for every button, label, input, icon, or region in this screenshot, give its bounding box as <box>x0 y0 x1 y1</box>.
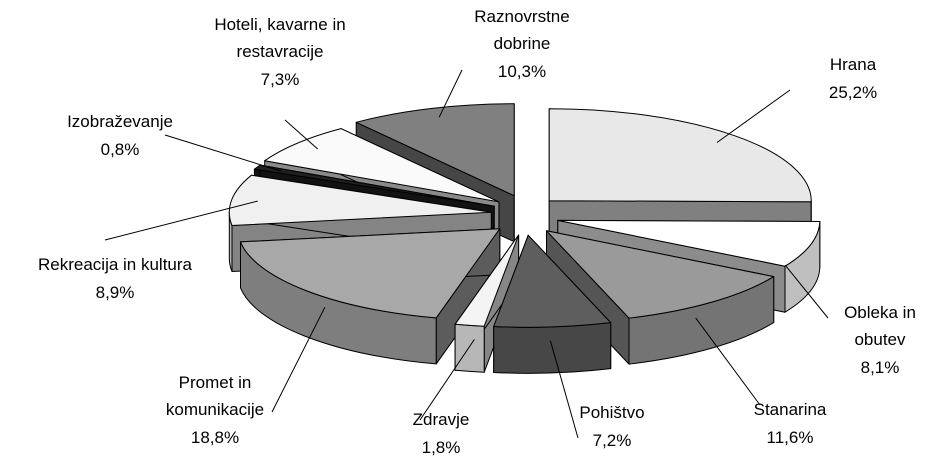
pie-slice <box>454 234 520 373</box>
label-line: Pohištvo <box>579 403 644 422</box>
category-label: Raznovrstne dobrine <box>474 7 569 53</box>
leader-line <box>438 69 463 118</box>
value-label: 8,9% <box>96 283 135 302</box>
category-label: Hoteli, kavarne in restavracije <box>214 15 345 61</box>
label-line: Stanarina <box>754 400 827 419</box>
value-label: 10,3% <box>498 62 546 81</box>
leader-line <box>164 134 282 172</box>
leader-line <box>419 339 475 421</box>
value-label: 18,8% <box>191 428 239 447</box>
value-label: 8,1% <box>861 358 900 377</box>
slice-top <box>454 234 520 327</box>
category-label: Pohištvo <box>579 403 644 422</box>
slice-top <box>264 128 500 203</box>
category-label: Izobraževanje <box>67 112 173 131</box>
category-label: Hrana <box>830 55 877 74</box>
label-line: Promet in <box>179 373 252 392</box>
label-line: Hoteli, kavarne in <box>214 15 345 34</box>
leader-line <box>716 89 791 143</box>
value-label: 7,3% <box>261 70 300 89</box>
pie-slice <box>240 228 501 365</box>
slice-wall <box>454 323 485 373</box>
label-line: restavracije <box>237 42 324 61</box>
category-label: Stanarina <box>754 400 827 419</box>
category-label: Obleka in obutev <box>844 303 916 349</box>
label-line: Raznovrstne <box>474 7 569 26</box>
leader-line <box>271 306 326 413</box>
slice-top <box>548 108 812 203</box>
slice-top <box>557 219 821 267</box>
label-line: obutev <box>854 330 906 349</box>
leader-line <box>284 119 319 150</box>
category-label: Rekreacija in kultura <box>38 255 193 274</box>
leader-line <box>695 317 761 406</box>
label-line: Obleka in <box>844 303 916 322</box>
pie-slice <box>493 234 612 374</box>
value-label: 11,6% <box>767 428 814 447</box>
value-label: 25,2% <box>829 83 877 102</box>
pie-slice <box>546 230 775 365</box>
slice-top <box>228 174 492 226</box>
label-line: Izobraževanje <box>67 112 173 131</box>
value-label: 1,8% <box>422 438 461 457</box>
value-label: 0,8% <box>101 140 140 159</box>
value-label: 7,2% <box>593 431 632 450</box>
slice-top <box>546 230 775 319</box>
leader-line <box>784 264 829 319</box>
slice-top <box>493 234 612 328</box>
slice-top <box>240 228 501 319</box>
label-line: Rekreacija in kultura <box>38 255 193 274</box>
label-line: komunikacije <box>166 400 264 419</box>
label-line: dobrine <box>494 34 551 53</box>
leader-line <box>104 200 258 241</box>
label-line: Hrana <box>830 55 877 74</box>
slice-top <box>355 103 515 197</box>
leader-line <box>549 340 579 439</box>
category-label: Zdravje <box>413 410 470 429</box>
label-line: Zdravje <box>413 410 470 429</box>
category-label: Promet in komunikacije <box>166 373 264 419</box>
